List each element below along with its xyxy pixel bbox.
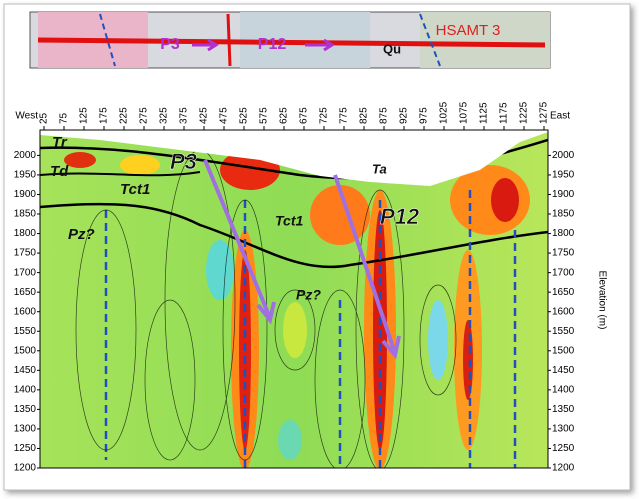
y-tick-label: 1750 <box>552 248 575 259</box>
y-tick-label: 2000 <box>14 150 37 161</box>
x-label-right: East <box>550 111 570 122</box>
y-tick-label: 1900 <box>552 189 575 200</box>
x-tick-label: 525 <box>239 107 250 124</box>
x-tick-label: 125 <box>79 107 90 124</box>
y-tick-label: 1650 <box>14 287 37 298</box>
annotation: P3 <box>170 149 197 174</box>
x-tick-label: 1025 <box>439 101 450 124</box>
y-tick-label: 1550 <box>552 326 575 337</box>
annotation: Pz? <box>68 226 95 243</box>
x-tick-label: 1125 <box>479 102 490 124</box>
y-tick-label: 1350 <box>14 404 37 415</box>
x-tick-label: 575 <box>259 107 270 124</box>
x-tick-label: 175 <box>99 107 110 124</box>
map-label: P12 <box>258 36 287 53</box>
y-axis-label: Elevation (m) <box>596 271 607 330</box>
x-tick-label: 1275 <box>539 101 550 124</box>
map-strip <box>29 11 551 69</box>
plot-frame <box>39 129 549 469</box>
y-tick-label: 1900 <box>14 189 37 200</box>
annotation: Pz? <box>296 287 321 303</box>
x-tick-label: 775 <box>339 107 350 124</box>
profile-arrows <box>203 159 401 360</box>
x-tick-label: 425 <box>199 107 210 124</box>
x-tick-label: 1075 <box>459 101 470 124</box>
x-tick-label: 1225 <box>519 101 530 124</box>
annotation: Tr <box>52 134 68 151</box>
x-tick-label: 675 <box>299 107 310 124</box>
x-tick-label: 975 <box>419 107 430 124</box>
annotation: Tct1 <box>275 213 303 229</box>
y-tick-label: 1250 <box>14 443 37 454</box>
map-label: HSAMT 3 <box>436 22 501 39</box>
map-label: P3 <box>160 36 180 53</box>
y-tick-label: 1550 <box>14 326 37 337</box>
x-tick-label: 325 <box>159 107 170 124</box>
y-tick-label: 1400 <box>552 384 575 395</box>
x-tick-label: 275 <box>139 107 150 124</box>
y-tick-label: 1200 <box>552 463 575 474</box>
y-tick-label: 1500 <box>552 345 575 356</box>
x-tick-label: 375 <box>179 107 190 124</box>
resistivity-section <box>40 132 548 468</box>
y-tick-label: 1400 <box>14 384 37 395</box>
annotation: P12 <box>380 204 420 229</box>
x-tick-label: 25 <box>39 112 50 124</box>
y-tick-label: 1600 <box>14 306 37 317</box>
y-tick-label: 1350 <box>552 404 575 415</box>
y-tick-label: 2000 <box>552 150 575 161</box>
y-tick-label: 1450 <box>552 365 575 376</box>
x-tick-label: 725 <box>319 107 330 124</box>
x-tick-label: 225 <box>119 107 130 124</box>
x-tick-label: 1175 <box>499 102 510 124</box>
y-tick-label: 1250 <box>552 443 575 454</box>
annotation: Td <box>50 163 69 180</box>
y-tick-label: 1700 <box>14 267 37 278</box>
x-tick-label: 875 <box>379 107 390 124</box>
x-label-left: West <box>15 111 38 122</box>
y-tick-label: 1950 <box>14 170 37 181</box>
y-tick-label: 1800 <box>14 228 37 239</box>
y-tick-label: 1200 <box>14 463 37 474</box>
y-tick-label: 1800 <box>552 228 575 239</box>
x-tick-label: 925 <box>399 107 410 124</box>
y-tick-label: 1500 <box>14 345 37 356</box>
y-tick-label: 1950 <box>552 170 575 181</box>
x-tick-label: 75 <box>59 112 70 124</box>
y-tick-label: 1300 <box>14 424 37 435</box>
map-label: Qu <box>383 41 401 56</box>
y-tick-label: 1650 <box>552 287 575 298</box>
x-tick-label: 825 <box>359 107 370 124</box>
y-tick-label: 1850 <box>14 209 37 220</box>
x-tick-label: 475 <box>219 107 230 124</box>
x-tick-label: 625 <box>279 107 290 124</box>
y-tick-label: 1850 <box>552 209 575 220</box>
y-tick-label: 1750 <box>14 248 37 259</box>
annotation: Ta <box>372 161 387 176</box>
y-tick-label: 1450 <box>14 365 37 376</box>
y-tick-label: 1600 <box>552 306 575 317</box>
y-tick-label: 1300 <box>552 424 575 435</box>
y-tick-label: 1700 <box>552 267 575 278</box>
annotation: Tct1 <box>120 181 150 198</box>
